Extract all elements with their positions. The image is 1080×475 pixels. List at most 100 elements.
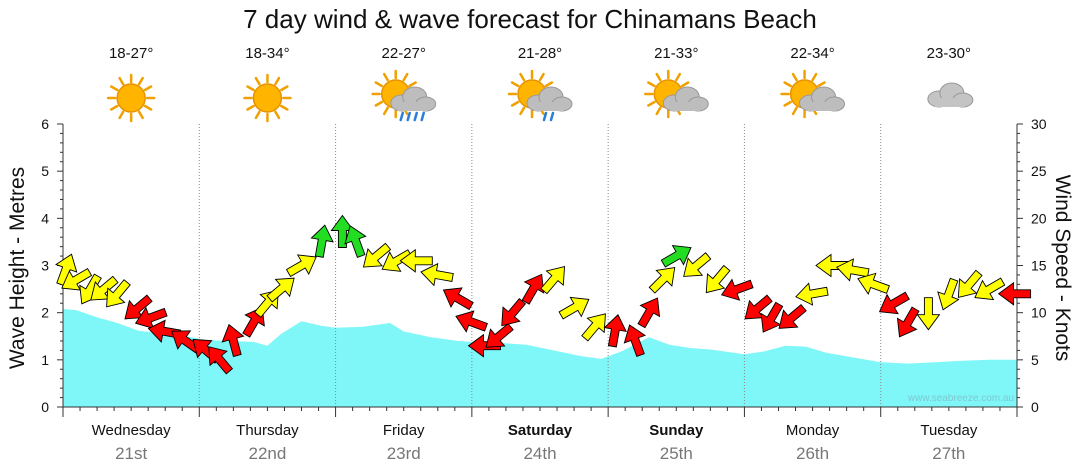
wind-arrow [521,273,545,305]
wind-arrow [957,269,983,299]
wind-arrow [660,245,692,268]
rain-drop [406,111,411,122]
wind-arrow [55,253,78,287]
sun-ray [408,81,417,88]
sun-ray [510,81,520,88]
wind-arrow [442,287,474,311]
wind-arrow [637,297,661,329]
day-date-label: 27th [932,444,965,463]
wind-arrow [683,252,712,277]
sun-ray [137,76,144,86]
sun-ray [118,110,125,120]
day-name-label: Wednesday [92,422,171,439]
wind-arrow [648,267,676,294]
watermark: www.seabreeze.com.au [907,393,1014,404]
y-left-tick-label: 0 [41,399,49,415]
day-temp-label: 18-34° [245,45,289,62]
y-left-tick-label: 6 [41,116,49,132]
sun-ray [280,104,289,111]
sun-cloud-drizzle-icon [507,69,573,122]
wind-arrow [420,262,454,287]
y-right-tick-label: 20 [1031,210,1047,226]
sun-ray [647,81,656,88]
y-left-tick-label: 4 [41,210,49,226]
wind-arrow [778,304,807,329]
wind-arrow [603,314,627,348]
sun-icon [243,73,292,123]
rain-drop [399,111,404,122]
sun-cloud-icon [780,69,846,119]
wind-arrow [558,296,590,320]
sun-disc [252,83,283,113]
day-name-label: Tuesday [920,422,977,439]
sun-ray [382,106,389,116]
wind-arrow [836,258,870,282]
day-temp-label: 22-27° [382,45,426,62]
y-right-tick-label: 10 [1031,305,1047,321]
day-name-label: Monday [786,422,840,439]
wind-arrow [285,254,317,278]
wind-arrow [997,281,1032,306]
sun-ray [109,104,119,111]
cloud-icon [927,82,974,108]
cloud-base [670,102,701,111]
wind-arrow [760,301,784,333]
wind-arrow [896,306,920,338]
sun-ray [280,85,289,92]
sun-ray [655,106,662,116]
day-temp-label: 21-33° [654,45,698,62]
wind-arrow [916,297,941,331]
wind-arrow [878,291,910,315]
sun-ray [118,76,125,86]
sun-icon [106,73,156,123]
y-right-tick-label: 25 [1031,163,1047,179]
wind-arrow [485,322,514,348]
wind-arrow [974,277,1006,301]
wind-arrow [399,248,433,273]
rain-drop [413,111,418,122]
wave-height-area [63,308,1017,407]
sun-ray [680,81,690,88]
sun-ray [143,104,153,111]
wind-arrow [221,323,245,358]
wind-arrow [705,264,731,294]
sun-cloud-icon [644,69,709,119]
sun-ray [675,72,682,82]
sun-ray [246,104,255,111]
cloud-base [534,102,564,111]
sun-ray [791,72,798,82]
sun-ray [811,72,818,82]
day-temp-label: 18-27° [109,45,153,62]
day-temp-label: 22-34° [790,45,834,62]
sun-ray [655,72,662,82]
sun-ray [274,76,281,86]
y-right-tick-label: 30 [1031,116,1047,132]
day-date-label: 24th [523,444,556,463]
rain-drop [420,111,425,122]
sun-ray [382,72,389,82]
y-left-tick-label: 3 [41,258,49,274]
sun-ray [817,81,826,88]
y-left-tick-label: 2 [41,305,49,321]
sun-ray [274,110,281,120]
day-date-label: 23rd [387,444,421,463]
y-right-tick-label: 0 [1031,399,1039,415]
sun-ray [374,81,384,88]
y-left-tick-label: 1 [41,352,49,368]
day-name-label: Thursday [236,422,299,439]
day-date-label: 25th [660,444,693,463]
sun-ray [791,106,798,116]
sun-disc [116,83,146,113]
sun-ray [109,85,119,92]
sun-ray [510,100,520,107]
day-name-label: Saturday [508,422,573,439]
wind-arrow [937,277,960,311]
cloud-base [806,102,837,111]
sun-ray [402,72,409,82]
sun-ray [538,72,545,82]
day-temp-label: 23-30° [927,45,971,62]
sun-ray [647,100,656,107]
wind-arrow [208,346,234,375]
